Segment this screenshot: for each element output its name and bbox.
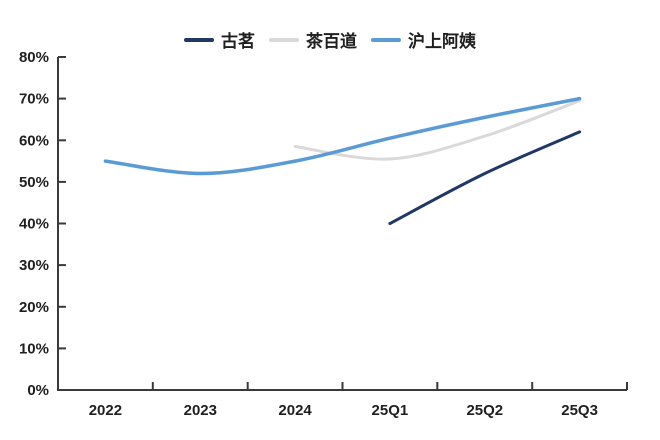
series-line-2 xyxy=(293,99,582,161)
x-tick-label: 25Q2 xyxy=(466,402,503,419)
y-tick-label: 80% xyxy=(19,49,49,66)
x-tick-label: 25Q3 xyxy=(561,402,598,419)
y-tick-label: 30% xyxy=(19,257,49,274)
y-tick-label: 60% xyxy=(19,132,49,149)
y-tick-label: 10% xyxy=(19,340,49,357)
series-line-1 xyxy=(388,130,582,225)
y-tick-label: 20% xyxy=(19,299,49,316)
x-tick-label: 25Q1 xyxy=(372,402,409,419)
x-tick-label: 2022 xyxy=(89,402,122,419)
y-tick-label: 40% xyxy=(19,216,49,233)
y-tick-label: 50% xyxy=(19,174,49,191)
series-line-3 xyxy=(103,96,582,176)
x-tick-label: 2024 xyxy=(278,402,312,419)
y-tick-label: 0% xyxy=(27,382,49,399)
y-tick-label: 70% xyxy=(19,91,49,108)
x-tick-label: 2023 xyxy=(184,402,217,419)
